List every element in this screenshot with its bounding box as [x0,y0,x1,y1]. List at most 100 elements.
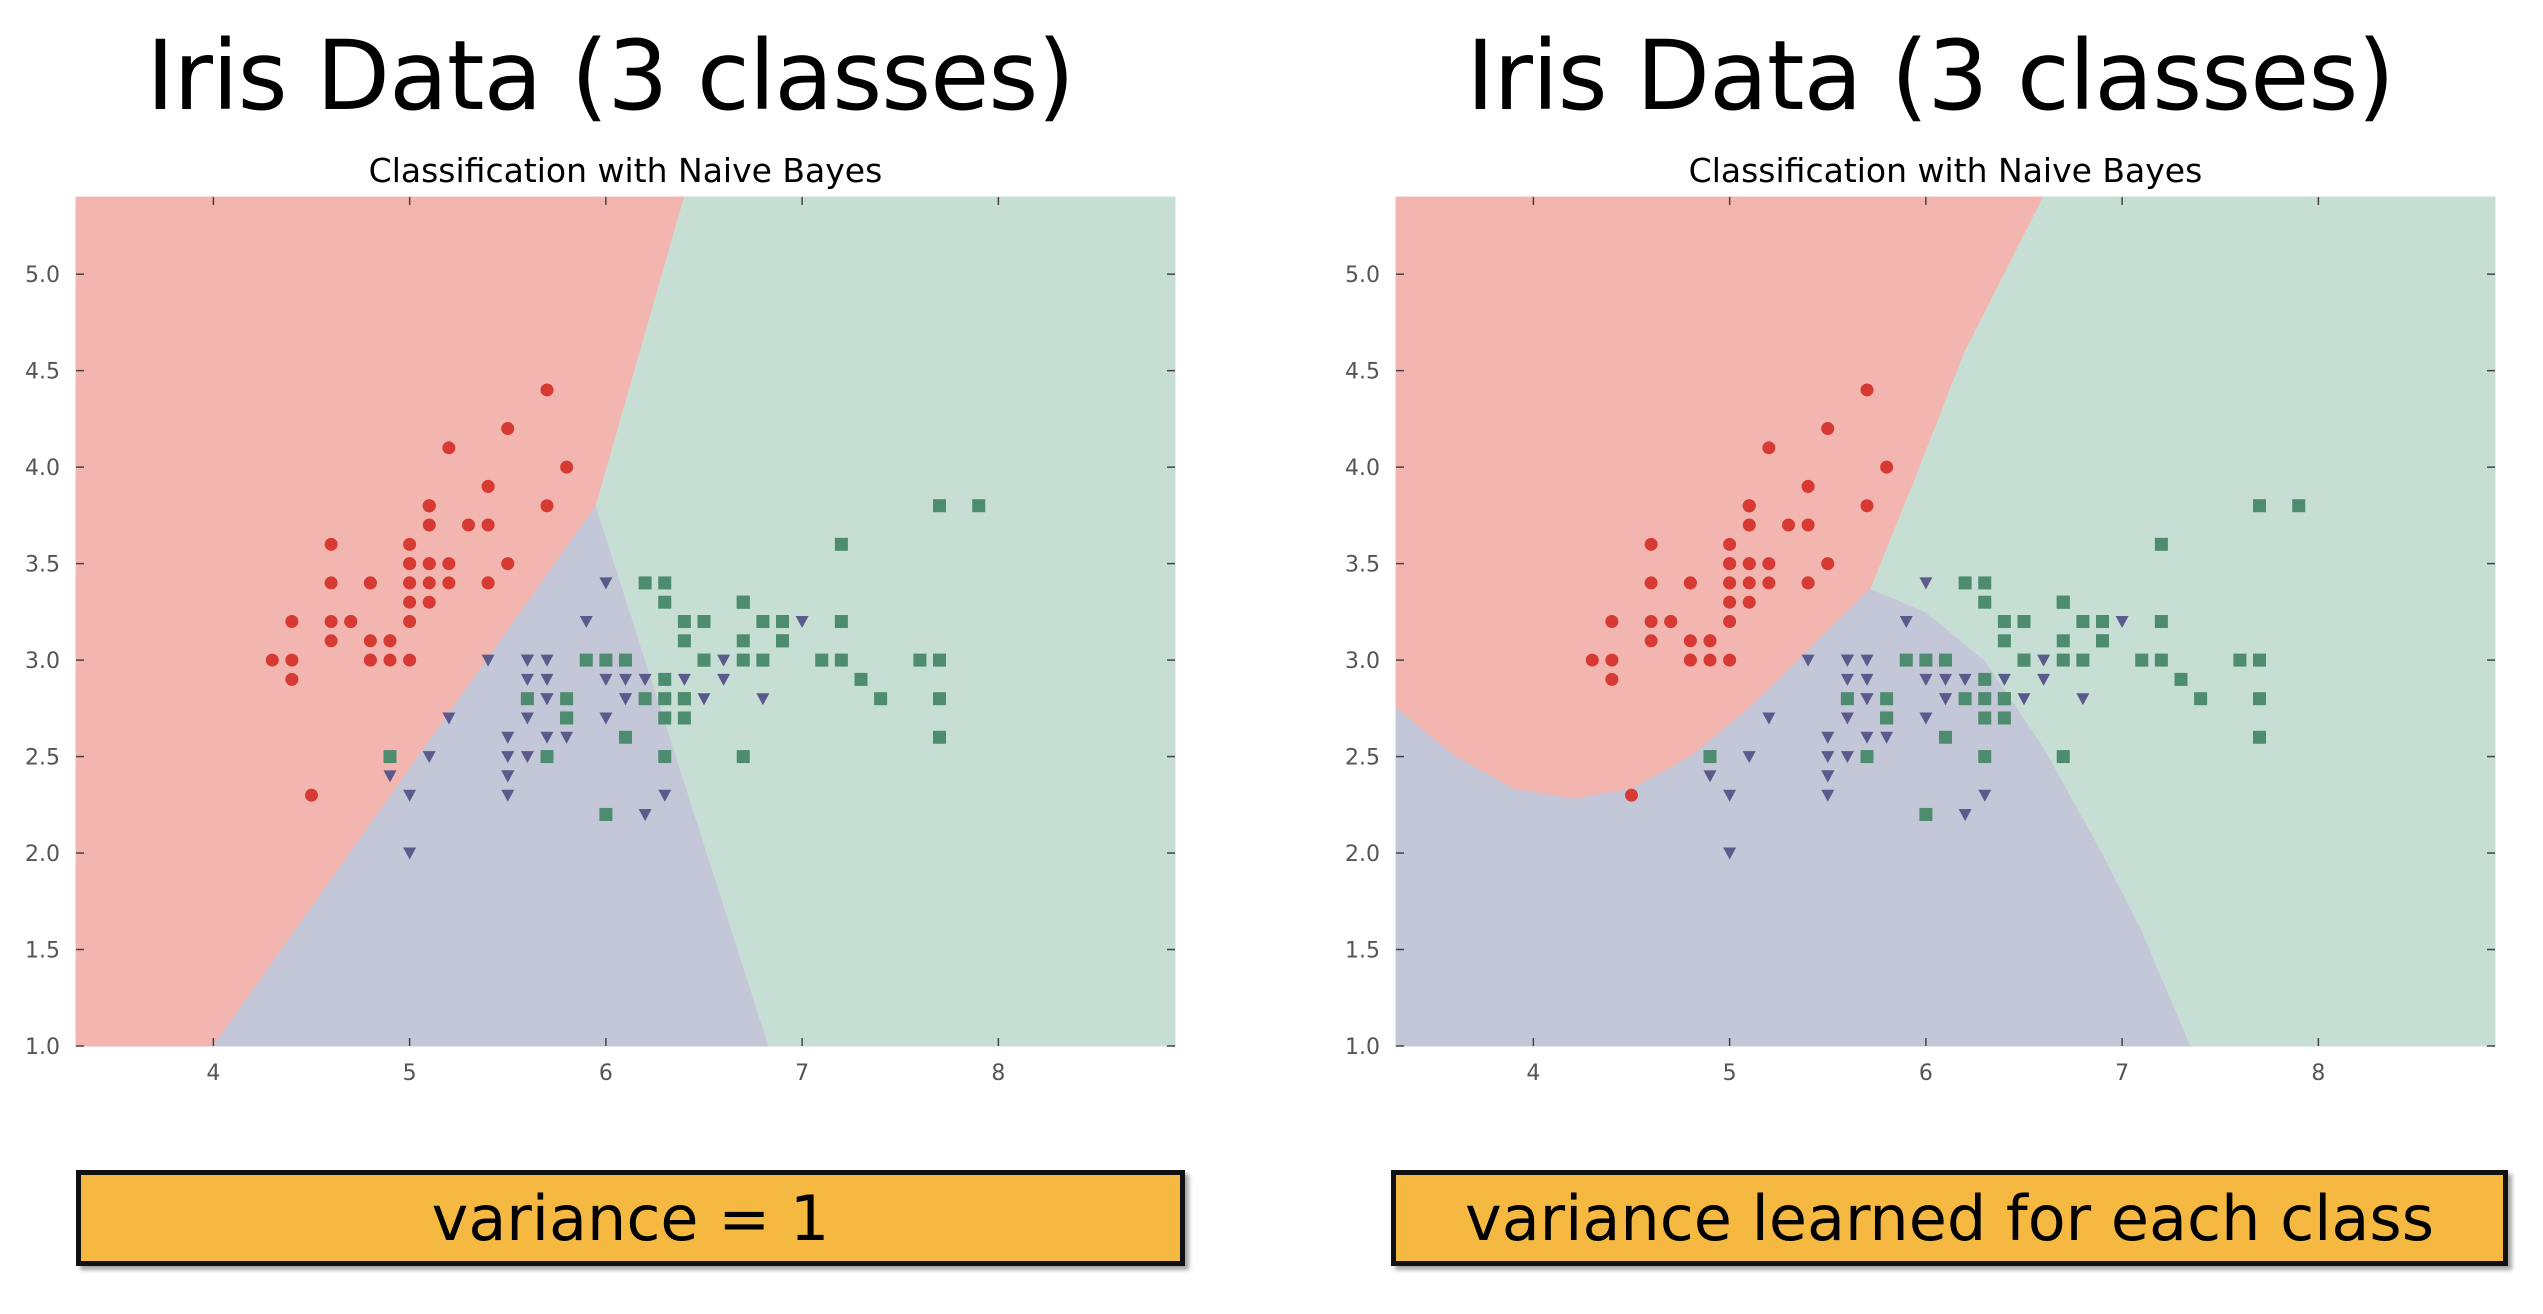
point-virginica [2096,615,2109,628]
region-virginica [595,196,1176,1047]
point-virginica [1978,711,1992,725]
point-virginica [1978,595,1992,609]
point-versicolor [619,673,632,686]
point-versicolor [1997,673,2011,686]
point-versicolor [1860,673,1874,686]
point-virginica [658,672,672,686]
point-setosa [501,422,515,436]
point-setosa [285,615,299,628]
point-virginica [677,711,691,725]
point-versicolor [638,809,652,821]
y-tick-label: 1.0 [1345,1035,1380,1060]
point-versicolor [1801,654,1815,667]
point-setosa [324,537,338,551]
point-setosa [1723,537,1737,551]
point-setosa [403,653,417,667]
point-virginica [677,634,691,648]
point-setosa [324,576,338,590]
point-versicolor [2017,693,2031,706]
point-virginica [1978,576,1992,590]
point-virginica [2076,615,2090,628]
point-versicolor [1703,770,1717,783]
point-setosa [403,557,417,571]
point-versicolor [1821,789,1835,802]
point-setosa [1880,460,1894,474]
point-virginica [1939,730,1952,744]
point-setosa [363,653,377,667]
point-versicolor [520,751,534,764]
point-virginica [1880,711,1894,725]
point-virginica [756,653,770,667]
point-virginica [776,634,789,648]
point-setosa [1605,672,1619,686]
point-setosa [403,576,417,590]
point-setosa [1723,615,1737,628]
point-setosa [1605,615,1619,628]
point-virginica [697,615,711,628]
main-title: Iris Data (3 classes) [146,20,1075,132]
point-virginica [1703,750,1717,764]
point-virginica [638,692,652,706]
point-setosa [1860,499,1874,513]
x-tick-label: 4 [1526,1061,1540,1086]
point-versicolor [1821,751,1835,764]
point-versicolor [579,616,593,628]
x-tick-label: 5 [1723,1061,1737,1086]
point-versicolor [638,673,652,686]
point-setosa [363,634,377,648]
point-virginica [2253,653,2266,667]
y-tick-label: 2.5 [25,746,60,771]
point-setosa [481,479,495,493]
point-virginica [560,711,574,725]
point-versicolor [599,712,613,725]
y-tick-label: 3.5 [1345,553,1380,578]
point-setosa [1860,383,1874,397]
point-virginica [383,750,397,764]
point-virginica [599,807,613,821]
point-versicolor [717,673,731,686]
point-virginica [658,750,672,764]
point-virginica [2076,653,2090,667]
point-virginica [2194,692,2208,706]
point-setosa [1723,595,1737,609]
point-versicolor [677,673,691,686]
point-versicolor [1762,712,1776,725]
point-versicolor [1821,770,1835,783]
point-virginica [933,730,946,744]
x-tick-label: 5 [403,1061,417,1086]
point-virginica [776,615,789,628]
point-virginica [1978,692,1992,706]
x-tick-label: 6 [1919,1061,1933,1086]
point-virginica [619,653,632,667]
region-virginica [1870,196,2496,1047]
point-setosa [1664,615,1678,628]
point-virginica [520,692,534,706]
point-virginica [1958,692,1972,706]
point-setosa [344,615,358,628]
point-versicolor [501,731,515,744]
point-virginica [1978,672,1992,686]
point-versicolor [501,770,515,783]
point-setosa [363,576,377,590]
y-tick-label: 4.0 [25,456,60,481]
y-tick-label: 4.5 [1345,360,1380,385]
point-setosa [1605,653,1619,667]
point-virginica [1919,807,1933,821]
point-versicolor [1939,693,1952,706]
y-tick-label: 2.5 [1345,746,1380,771]
point-versicolor [1840,712,1854,725]
point-setosa [1801,479,1815,493]
point-virginica [658,692,672,706]
point-virginica [1919,653,1933,667]
point-versicolor [717,654,731,667]
point-virginica [619,730,632,744]
point-setosa [1801,576,1815,590]
point-versicolor [540,673,554,686]
point-versicolor [1723,789,1737,802]
point-virginica [677,692,691,706]
point-versicolor [1840,751,1854,764]
point-virginica [560,692,574,706]
naive-bayes-plot-variance-learned: Classification with Naive Bayes 4 5 6 7 8 1.0 1… [1345,151,2496,1086]
y-tick-label: 5.0 [25,263,60,288]
y-tick-label: 4.0 [1345,456,1380,481]
